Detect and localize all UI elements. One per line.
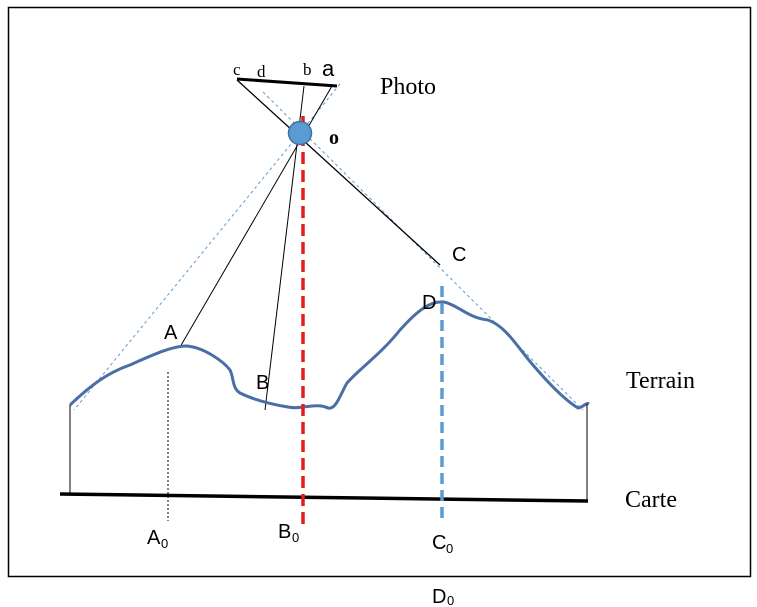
projected-label-D0: D 0 xyxy=(432,586,454,607)
fov-line-left xyxy=(73,83,341,411)
photo-label-a: a xyxy=(322,56,335,81)
projected-label-C0: C 0 xyxy=(432,532,453,556)
projected-label-B0: B 0 xyxy=(278,521,299,545)
photo-label-c: c xyxy=(233,60,241,79)
point-label-B: B xyxy=(256,372,269,394)
ray-c-to-C xyxy=(236,79,441,266)
terrain-profile xyxy=(68,300,590,410)
projected-label-A0: A 0 xyxy=(147,527,168,551)
photo-label-d: d xyxy=(257,62,266,81)
photo-plane xyxy=(236,77,338,88)
terrain-title: Terrain xyxy=(626,368,695,394)
fov-line-right xyxy=(262,91,584,411)
photo-title: Photo xyxy=(380,74,436,100)
svg-text:0: 0 xyxy=(292,530,299,545)
svg-text:D: D xyxy=(432,586,446,607)
svg-text:C: C xyxy=(432,532,446,554)
perspective-center xyxy=(287,120,313,146)
point-label-A: A xyxy=(164,322,178,344)
svg-text:B: B xyxy=(278,521,291,543)
photo-label-b: b xyxy=(303,60,312,79)
point-label-C: C xyxy=(452,244,466,266)
map-line xyxy=(59,492,589,503)
point-label-D: D xyxy=(422,292,436,314)
svg-text:0: 0 xyxy=(161,536,168,551)
svg-text:0: 0 xyxy=(446,541,453,556)
map-title: Carte xyxy=(625,487,677,513)
diagram-frame xyxy=(7,6,752,578)
svg-text:A: A xyxy=(147,527,161,549)
center-label: o xyxy=(329,127,339,149)
svg-text:0: 0 xyxy=(447,593,454,607)
